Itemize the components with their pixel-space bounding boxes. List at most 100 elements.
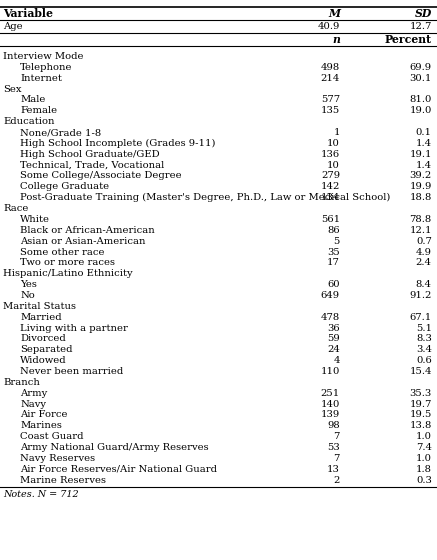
Text: 40.9: 40.9 [318,22,340,31]
Text: 19.0: 19.0 [409,106,432,115]
Text: 561: 561 [321,215,340,224]
Text: Two or more races: Two or more races [20,258,115,267]
Text: 136: 136 [321,150,340,158]
Text: 30.1: 30.1 [409,74,432,83]
Text: 19.9: 19.9 [409,183,432,192]
Text: 67.1: 67.1 [409,312,432,321]
Text: Living with a partner: Living with a partner [20,324,128,333]
Text: Education: Education [3,117,55,126]
Text: No: No [20,291,35,300]
Text: Telephone: Telephone [20,63,73,72]
Text: 1.4: 1.4 [416,161,432,170]
Text: 0.1: 0.1 [416,128,432,137]
Text: 279: 279 [321,171,340,180]
Text: SD: SD [415,8,432,19]
Text: 7: 7 [333,432,340,441]
Text: 5: 5 [333,237,340,246]
Text: 60: 60 [327,280,340,289]
Text: 86: 86 [327,226,340,235]
Text: 91.2: 91.2 [409,291,432,300]
Text: Marines: Marines [20,421,62,430]
Text: High School Incomplete (Grades 9-11): High School Incomplete (Grades 9-11) [20,139,215,148]
Text: 1: 1 [333,128,340,137]
Text: 17: 17 [327,258,340,267]
Text: Marital Status: Marital Status [3,302,76,311]
Text: 214: 214 [321,74,340,83]
Text: 53: 53 [327,443,340,452]
Text: 649: 649 [321,291,340,300]
Text: Variable: Variable [3,8,53,19]
Text: 69.9: 69.9 [409,63,432,72]
Text: 1.0: 1.0 [416,432,432,441]
Text: 139: 139 [321,410,340,419]
Text: Army National Guard/Army Reserves: Army National Guard/Army Reserves [20,443,209,452]
Text: 8.3: 8.3 [416,334,432,343]
Text: 110: 110 [321,367,340,376]
Text: 13: 13 [327,465,340,474]
Text: Navy: Navy [20,400,46,409]
Text: 24: 24 [327,346,340,354]
Text: Marine Reserves: Marine Reserves [20,475,106,484]
Text: M: M [328,8,340,19]
Text: 12.1: 12.1 [409,226,432,235]
Text: 0.7: 0.7 [416,237,432,246]
Text: 2: 2 [333,475,340,484]
Text: 59: 59 [327,334,340,343]
Text: 12.7: 12.7 [409,22,432,31]
Text: Technical, Trade, Vocational: Technical, Trade, Vocational [20,161,164,170]
Text: Hispanic/Latino Ethnicity: Hispanic/Latino Ethnicity [3,269,133,278]
Text: 498: 498 [321,63,340,72]
Text: Notes. N = 712: Notes. N = 712 [3,491,79,500]
Text: 4.9: 4.9 [416,248,432,256]
Text: College Graduate: College Graduate [20,183,109,192]
Text: 8.4: 8.4 [416,280,432,289]
Text: 35.3: 35.3 [409,389,432,398]
Text: 39.2: 39.2 [409,171,432,180]
Text: 19.5: 19.5 [409,410,432,419]
Text: Separated: Separated [20,346,73,354]
Text: 1.8: 1.8 [416,465,432,474]
Text: 7: 7 [333,454,340,463]
Text: Branch: Branch [3,378,40,387]
Text: 7.4: 7.4 [416,443,432,452]
Text: Yes: Yes [20,280,37,289]
Text: 35: 35 [327,248,340,256]
Text: Male: Male [20,95,45,104]
Text: 81.0: 81.0 [409,95,432,104]
Text: Percent: Percent [385,34,432,45]
Text: 2.4: 2.4 [416,258,432,267]
Text: High School Graduate/GED: High School Graduate/GED [20,150,160,158]
Text: 140: 140 [321,400,340,409]
Text: Never been married: Never been married [20,367,123,376]
Text: Navy Reserves: Navy Reserves [20,454,95,463]
Text: White: White [20,215,50,224]
Text: 98: 98 [327,421,340,430]
Text: Divorced: Divorced [20,334,66,343]
Text: Age: Age [3,22,23,31]
Text: 18.8: 18.8 [409,193,432,202]
Text: 478: 478 [321,312,340,321]
Text: 36: 36 [327,324,340,333]
Text: 251: 251 [321,389,340,398]
Text: 1.0: 1.0 [416,454,432,463]
Text: Air Force: Air Force [20,410,68,419]
Text: 5.1: 5.1 [416,324,432,333]
Text: 142: 142 [321,183,340,192]
Text: Internet: Internet [20,74,62,83]
Text: 10: 10 [327,161,340,170]
Text: 10: 10 [327,139,340,148]
Text: 134: 134 [321,193,340,202]
Text: None/Grade 1-8: None/Grade 1-8 [20,128,101,137]
Text: Race: Race [3,204,29,213]
Text: Post-Graduate Training (Master's Degree, Ph.D., Law or Medical School): Post-Graduate Training (Master's Degree,… [20,193,391,202]
Text: Coast Guard: Coast Guard [20,432,83,441]
Text: 78.8: 78.8 [409,215,432,224]
Text: Army: Army [20,389,47,398]
Text: 577: 577 [321,95,340,104]
Text: Female: Female [20,106,57,115]
Text: 135: 135 [321,106,340,115]
Text: Some College/Associate Degree: Some College/Associate Degree [20,171,182,180]
Text: 19.1: 19.1 [409,150,432,158]
Text: Married: Married [20,312,62,321]
Text: 1.4: 1.4 [416,139,432,148]
